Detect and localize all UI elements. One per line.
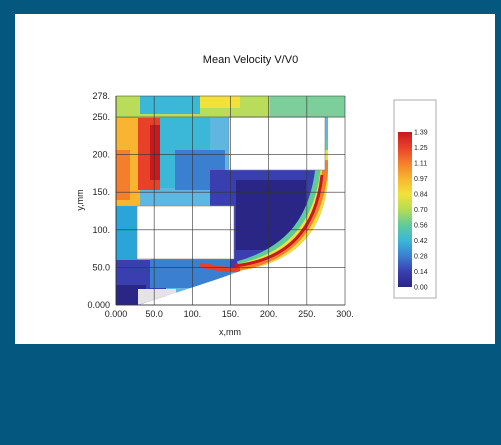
- y-tick-label: 150.: [92, 187, 110, 197]
- colorbar-label: 0.70: [414, 207, 428, 214]
- x-tick-label: 150.: [222, 309, 240, 319]
- x-tick-label: 100.: [184, 309, 202, 319]
- y-tick-label: 0.000: [87, 300, 110, 310]
- y-axis-label: y,mm: [75, 189, 85, 210]
- x-tick-label: 200.: [260, 309, 278, 319]
- colorbar-label: 1.39: [414, 130, 428, 137]
- colorbar-label: 1.25: [414, 145, 428, 152]
- y-tick-label: 100.: [92, 225, 110, 235]
- y-tick-label: 278.: [92, 91, 110, 101]
- x-tick-label: 0.000: [105, 309, 128, 319]
- obstacle-lower-left: [136, 205, 235, 260]
- x-tick-label: 50.0: [145, 309, 163, 319]
- colorbar: [398, 132, 412, 287]
- x-axis-label: x,mm: [219, 327, 241, 337]
- colorbar-label: 0.28: [414, 254, 428, 261]
- x-tick-label: 250.: [298, 309, 316, 319]
- colorbar-label: 0.56: [414, 223, 428, 230]
- colorbar-labels: 1.39 1.25 1.11 0.97 0.84 0.70 0.56 0.42 0.28 0.14…: [414, 130, 428, 292]
- x-tick-labels: 0.000 50.0 100. 150. 200. 250. 300.: [105, 309, 354, 319]
- x-tick-label: 300.: [336, 309, 354, 319]
- colorbar-label: 0.14: [414, 269, 428, 276]
- y-tick-label: 50.0: [92, 262, 110, 272]
- colorbar-label: 0.00: [414, 285, 428, 292]
- y-tick-label: 250.: [92, 112, 110, 122]
- colorbar-label: 0.97: [414, 176, 428, 183]
- y-tick-labels: 0.000 50.0 100. 150. 200. 250. 278.: [87, 91, 110, 310]
- colorbar-label: 1.11: [414, 161, 427, 168]
- y-tick-label: 200.: [92, 150, 110, 160]
- colorbar-label: 0.84: [414, 192, 428, 199]
- chart-title: Mean Velocity V/V0: [202, 54, 299, 66]
- obstacle-upper-right: [228, 116, 326, 171]
- colorbar-label: 0.42: [414, 238, 428, 245]
